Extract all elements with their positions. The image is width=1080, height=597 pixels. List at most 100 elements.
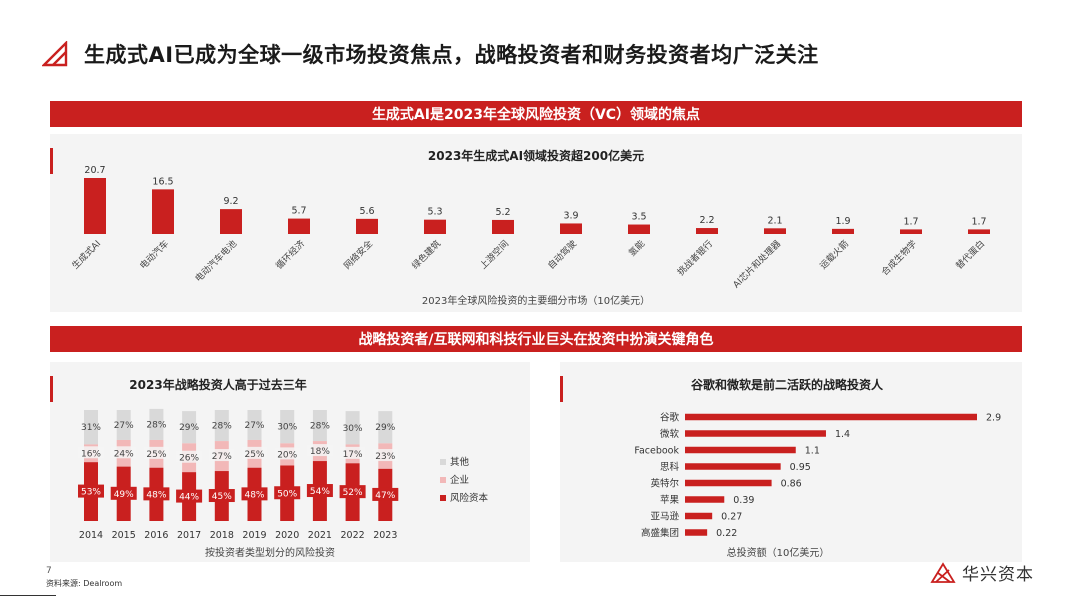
label-backdrop — [372, 487, 399, 501]
data-label: 28% — [310, 422, 330, 432]
data-label: 1.9 — [835, 216, 850, 227]
panel-accent-mark — [50, 376, 53, 402]
data-label: 1.1 — [805, 446, 820, 457]
label-backdrop — [274, 486, 301, 500]
label-backdrop — [274, 447, 301, 460]
label-backdrop — [110, 486, 137, 500]
bar — [492, 219, 514, 234]
label-backdrop — [110, 446, 137, 459]
legend-swatch — [440, 495, 446, 501]
bar — [220, 209, 242, 234]
data-label: 0.86 — [781, 479, 802, 490]
label-backdrop — [78, 484, 104, 498]
data-label: 27% — [114, 421, 134, 431]
brand-mark-icon — [930, 561, 956, 583]
footer-divider — [0, 595, 56, 596]
category-label: 2021 — [308, 530, 332, 541]
data-label: 1.7 — [903, 216, 918, 227]
label-backdrop — [208, 449, 235, 462]
category-label: 2014 — [79, 530, 103, 541]
category-label: 2018 — [210, 530, 234, 541]
category-label: 生成式AI — [69, 238, 103, 272]
category-label: 合成生物学 — [879, 238, 919, 278]
bar — [685, 413, 977, 421]
legend-label: 风险资本 — [450, 492, 489, 504]
category-label: 2016 — [144, 530, 168, 541]
category-label: 2022 — [341, 530, 365, 541]
data-label: 0.22 — [716, 528, 737, 539]
category-label: 2023 — [373, 530, 397, 541]
bar — [424, 219, 446, 234]
chart-title: 2023年生成式AI领域投资超200亿美元 — [428, 148, 644, 163]
data-label: 5.3 — [427, 207, 442, 218]
bar — [356, 218, 378, 234]
category-label: 英特尔 — [650, 478, 679, 490]
label-backdrop — [143, 487, 170, 501]
data-label: 23% — [375, 452, 395, 462]
label-backdrop — [143, 446, 170, 459]
page-number: 7 — [46, 566, 52, 576]
category-label: 循环经济 — [273, 238, 307, 272]
category-label: 自动驾驶 — [545, 238, 579, 272]
label-backdrop — [208, 489, 235, 503]
bar — [560, 223, 582, 234]
page-header: 生成式AI已成为全球一级市场投资焦点，战略投资者和财务投资者均广泛关注 — [42, 38, 819, 70]
legend-swatch — [440, 477, 446, 483]
data-label: 0.27 — [721, 512, 742, 523]
data-label: 5.6 — [359, 206, 374, 217]
category-label: 苹果 — [660, 494, 680, 506]
chart-title: 谷歌和微软是前二活跃的战略投资人 — [691, 377, 884, 392]
data-label: 1.7 — [971, 216, 986, 227]
bar — [628, 224, 650, 234]
data-label: 16.5 — [152, 176, 173, 187]
x-axis-label: 2023年全球风险投资的主要细分市场（10亿美元） — [422, 294, 650, 307]
label-backdrop — [241, 446, 268, 459]
bar-segment-other — [182, 411, 197, 444]
panel-accent-mark — [560, 376, 563, 402]
panel-accent-mark — [50, 148, 53, 174]
data-label: 0.39 — [733, 495, 754, 506]
category-label: 亚马逊 — [650, 512, 679, 523]
bar — [764, 228, 786, 234]
bar — [968, 229, 990, 234]
data-label: 30% — [277, 423, 297, 433]
label-backdrop — [306, 444, 333, 457]
legend-label: 企业 — [450, 474, 469, 486]
category-label: 绿色建筑 — [409, 238, 443, 272]
data-label: 48% — [244, 490, 264, 500]
category-label: 2019 — [242, 530, 266, 541]
category-label: 谷歌 — [660, 412, 680, 424]
section1-banner: 生成式AI是2023年全球风险投资（VC）领域的焦点 — [50, 101, 1022, 127]
bar-segment-other — [247, 410, 262, 440]
bar — [685, 430, 826, 437]
data-label: 16% — [81, 449, 101, 459]
data-label: 30% — [343, 424, 363, 434]
data-label: 5.2 — [495, 207, 510, 218]
data-label: 0.95 — [790, 462, 811, 473]
investor-type-stacked-chart: 2023年战略投资人高于过去三年 31% 16% 53% 2014 27% 24% 49% 20… — [78, 377, 489, 559]
bar — [685, 496, 725, 503]
data-label: 53% — [81, 488, 101, 498]
bar-segment-other — [378, 411, 393, 444]
chart-title: 2023年战略投资人高于过去三年 — [129, 377, 306, 392]
data-label: 50% — [277, 489, 297, 499]
category-label: 2020 — [275, 530, 299, 541]
source-note: 资料来源: Dealroom — [46, 579, 123, 588]
label-backdrop — [176, 489, 203, 503]
data-label: 24% — [114, 449, 134, 459]
data-label: 29% — [375, 423, 395, 433]
data-label: 26% — [179, 454, 199, 464]
label-backdrop — [176, 450, 203, 463]
category-label: 思科 — [660, 461, 680, 473]
data-label: 3.5 — [631, 212, 646, 223]
data-label: 54% — [310, 487, 330, 497]
category-label: 2015 — [112, 530, 136, 541]
data-label: 44% — [179, 493, 199, 503]
category-label: 网络安全 — [341, 238, 375, 272]
bar-segment-other — [84, 410, 98, 445]
data-label: 47% — [375, 491, 395, 501]
category-label: 运载火箭 — [817, 238, 851, 272]
label-backdrop — [339, 446, 366, 459]
page-title: 生成式AI已成为全球一级市场投资焦点，战略投资者和财务投资者均广泛关注 — [84, 43, 819, 67]
